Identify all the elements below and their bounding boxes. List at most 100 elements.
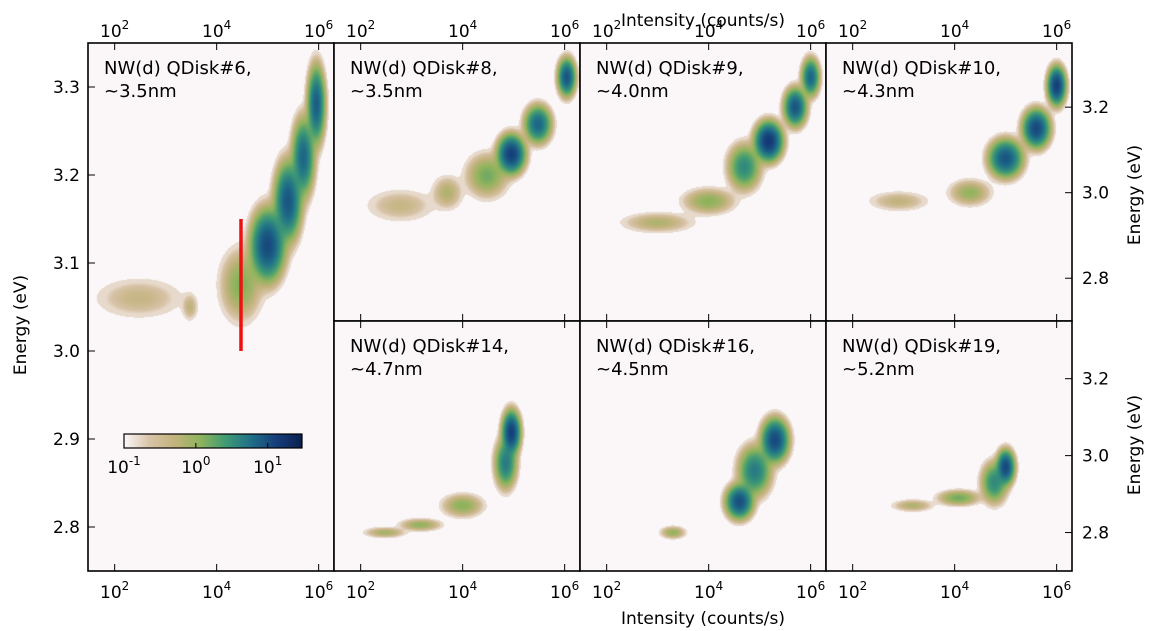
panel-title-line2: ~5.2nm (842, 359, 915, 380)
tick-base: 10 (346, 22, 368, 42)
tick-base: 10 (448, 22, 470, 42)
x-tick-label-bottom: 106 (1042, 579, 1071, 603)
heatmap-qdisk19 (826, 321, 1072, 571)
y-tick-label: 2.8 (1082, 524, 1109, 544)
x-tick-label-bottom: 104 (202, 579, 231, 603)
heatmap-qdisk9 (580, 43, 826, 321)
y-axis-title-right-top: Energy (eV) (1125, 145, 1145, 245)
panel-frame (825, 320, 1073, 572)
panels: 2.82.93.03.13.23.3NW(d) QDisk#6,~3.5nmNW… (53, 18, 1109, 603)
tick-exponent: 2 (614, 18, 622, 32)
tick-exponent: 4 (470, 18, 478, 32)
x-tick-label-bottom: 102 (592, 579, 621, 603)
x-tick-label-bottom: 104 (940, 579, 969, 603)
heatmap-qdisk16 (580, 321, 826, 571)
tick-exponent: 2 (368, 18, 376, 32)
tick-base: 10 (346, 583, 368, 603)
panel-qdisk9: NW(d) QDisk#9,~4.0nm (579, 42, 827, 322)
heatmap-qdisk14 (334, 321, 580, 571)
tick-base: 10 (940, 583, 962, 603)
tick-base: 10 (202, 22, 224, 42)
y-axis-title-left: Energy (eV) (11, 275, 31, 375)
y-tick-label: 3.0 (53, 342, 80, 362)
tick-base: 10 (838, 583, 860, 603)
x-tick-label-top: 102 (346, 18, 375, 42)
y-tick-label: 3.3 (53, 78, 80, 98)
panel-qdisk10: 2.8 3.0 3.2 NW(d) QDisk#10,~4.3nm (825, 42, 1109, 322)
tick-base: 10 (550, 583, 572, 603)
panel-title-line2: ~3.5nm (104, 81, 177, 102)
tick-base: 10 (694, 583, 716, 603)
tick-base: 10 (550, 22, 572, 42)
x-tick-label-bottom: 102 (346, 579, 375, 603)
tick-exponent: 2 (614, 579, 622, 593)
tick-base: 10 (694, 22, 716, 42)
tick-exponent: 6 (818, 579, 826, 593)
tick-exponent: 6 (818, 18, 826, 32)
panel-title-line1: NW(d) QDisk#10, (842, 58, 1001, 79)
tick-exponent: 4 (470, 579, 478, 593)
panel-title-line1: NW(d) QDisk#19, (842, 336, 1001, 357)
tick-exponent: 2 (122, 18, 130, 32)
x-tick-label-top: 104 (940, 18, 969, 42)
y-tick-label: 3.0 (1082, 184, 1109, 204)
tick-exponent: 4 (716, 579, 724, 593)
tick-exponent: 1 (275, 454, 283, 468)
panel-qdisk16: NW(d) QDisk#16,~4.5nm (579, 320, 827, 572)
panel-qdisk6: 2.8 2.9 3.0 3.1 3.2 3.3 NW(d) QDisk#6,~3.5nm (53, 42, 335, 572)
panel-title-line2: ~4.3nm (842, 81, 915, 102)
tick-exponent: 6 (572, 579, 580, 593)
x-tick-label-bottom: 106 (304, 579, 333, 603)
x-tick-label-top: 104 (202, 18, 231, 42)
y-tick-label: 3.1 (53, 254, 80, 274)
tick-base: 10 (107, 458, 129, 478)
panel-title-line1: NW(d) QDisk#6, (104, 58, 252, 79)
tick-base: 10 (181, 458, 203, 478)
heatmap-qdisk6 (88, 43, 334, 571)
heatmap-qdisk10 (826, 43, 1072, 321)
tick-base: 10 (304, 583, 326, 603)
x-tick-label-top: 102 (592, 18, 621, 42)
colorbar-gradient (123, 433, 303, 449)
y-tick-label: 3.2 (1082, 98, 1109, 118)
x-tick-label-top: 106 (796, 18, 825, 42)
y-axis-title-right-bottom: Energy (eV) (1125, 395, 1145, 495)
x-tick-label-bottom: 102 (838, 579, 867, 603)
tick-base: 10 (202, 583, 224, 603)
tick-base: 10 (100, 22, 122, 42)
panel-title-line1: NW(d) QDisk#8, (350, 58, 498, 79)
tick-base: 10 (592, 22, 614, 42)
tick-base: 10 (592, 583, 614, 603)
y-tick-label: 3.2 (53, 166, 80, 186)
colorbar-tick-label: 10-1 (107, 454, 141, 478)
x-tick-label-bottom: 104 (694, 579, 723, 603)
panel-qdisk14: NW(d) QDisk#14,~4.7nm (333, 320, 581, 572)
colorbar-tick-label: 100 (181, 454, 210, 478)
tick-base: 10 (448, 583, 470, 603)
tick-base: 10 (838, 22, 860, 42)
tick-exponent: 6 (326, 579, 334, 593)
colorbar-tick-label: 101 (253, 454, 282, 478)
x-tick-label-top: 102 (100, 18, 129, 42)
tick-exponent: 4 (716, 18, 724, 32)
panel-title-line1: NW(d) QDisk#14, (350, 336, 509, 357)
x-tick-label-top: 106 (1042, 18, 1071, 42)
panel-qdisk19: 2.8 3.0 3.2 NW(d) QDisk#19,~5.2nm (825, 320, 1109, 572)
x-tick-label-bottom: 106 (550, 579, 579, 603)
x-tick-label-top: 106 (304, 18, 333, 42)
tick-exponent: 2 (368, 579, 376, 593)
tick-exponent: -1 (129, 454, 141, 468)
tick-exponent: 0 (203, 454, 211, 468)
tick-exponent: 2 (860, 18, 868, 32)
x-tick-label-top: 104 (694, 18, 723, 42)
panel-title-line2: ~4.7nm (350, 359, 423, 380)
panel-title-line1: NW(d) QDisk#16, (596, 336, 755, 357)
tick-exponent: 4 (962, 18, 970, 32)
y-tick-label: 3.2 (1082, 370, 1109, 390)
panel-title-line2: ~4.0nm (596, 81, 669, 102)
y-tick-label: 3.0 (1082, 447, 1109, 467)
panel-title-line1: NW(d) QDisk#9, (596, 58, 744, 79)
tick-exponent: 6 (1064, 579, 1072, 593)
tick-base: 10 (253, 458, 275, 478)
